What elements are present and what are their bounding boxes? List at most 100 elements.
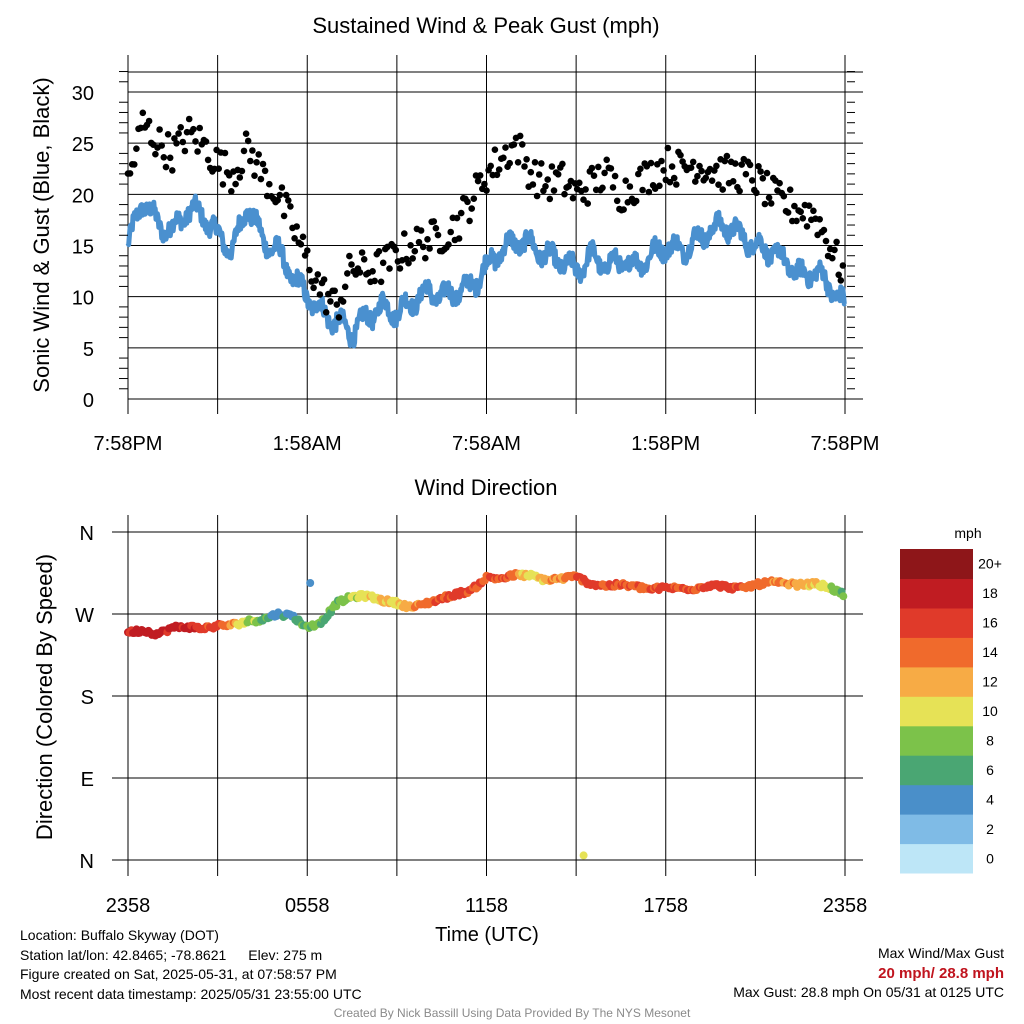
peak-gust-point (510, 141, 518, 148)
peak-gust-point (548, 163, 556, 170)
peak-gust-point (584, 200, 591, 207)
peak-gust-point (590, 172, 598, 179)
peak-gust-point (664, 144, 672, 152)
legend-label: 16 (982, 615, 998, 631)
peak-gust-point (805, 202, 813, 209)
peak-gust-point (173, 140, 180, 147)
peak-gust-point (791, 202, 798, 210)
peak-gust-point (603, 156, 610, 164)
legend-swatch (900, 666, 973, 697)
peak-gust-point (341, 283, 349, 291)
peak-gust-point (259, 160, 267, 168)
peak-gust-point (312, 277, 320, 284)
legend-swatch (900, 578, 973, 609)
peak-gust-point (392, 246, 400, 254)
peak-gust-point (639, 186, 646, 194)
peak-gust-point (611, 172, 619, 180)
peak-gust-point (356, 269, 364, 276)
peak-gust-point (713, 162, 720, 170)
peak-gust-point (561, 190, 568, 198)
max-gust-text: Max Gust: 28.8 mph On 05/31 at 0125 UTC (733, 984, 1004, 1000)
peak-gust-point (599, 184, 606, 192)
bottom-chart-xlabel: Time (UTC) (435, 924, 539, 946)
peak-gust-point (829, 254, 836, 262)
peak-gust-point (761, 200, 769, 208)
legend-label: 0 (986, 850, 994, 866)
max-summary: Max Wind/Max Gust 20 mph/ 28.8 mph Max G… (733, 944, 1004, 1003)
peak-gust-point (580, 196, 587, 203)
peak-gust-point (344, 270, 351, 277)
peak-gust-point (837, 277, 845, 284)
top-ytick-label: 0 (83, 390, 94, 412)
sustained-wind-series (125, 193, 847, 349)
peak-gust-point (426, 245, 433, 252)
peak-gust-point (236, 174, 244, 181)
peak-gust-point (322, 309, 330, 316)
peak-gust-point (755, 163, 762, 170)
peak-gust-point (249, 147, 256, 154)
peak-gust-point (424, 236, 431, 243)
peak-gust-point (304, 247, 311, 254)
peak-gust-point (656, 182, 663, 190)
peak-gust-point (588, 164, 596, 172)
legend-swatch (900, 607, 973, 638)
peak-gust-point (780, 192, 788, 200)
peak-gust-point (401, 230, 408, 237)
peak-gust-point (531, 159, 539, 166)
peak-gust-point (181, 147, 189, 155)
top-ytick-label: 20 (72, 185, 94, 207)
bottom-ytick-label: W (75, 605, 94, 627)
max-values: 20 mph/ 28.8 mph (878, 964, 1004, 982)
wind-direction-series (124, 569, 848, 860)
peak-gust-point (257, 175, 265, 183)
peak-gust-point (742, 170, 750, 178)
bottom-xtick-label: 1158 (465, 895, 508, 917)
peak-gust-point (502, 144, 509, 151)
peak-gust-point (565, 183, 572, 190)
peak-gust-point (622, 177, 629, 184)
peak-gust-point (784, 209, 792, 216)
peak-gust-point (152, 150, 159, 158)
latlon-text: Station lat/lon: 42.8465; -78.8621 (20, 946, 227, 963)
peak-gust-point (386, 265, 393, 272)
legend-label: 2 (986, 821, 994, 837)
elevation-text: Elev: 275 m (248, 946, 323, 963)
peak-gust-point (202, 138, 210, 145)
peak-gust-point (476, 172, 484, 179)
peak-gust-point (261, 167, 269, 175)
peak-gust-point (346, 252, 353, 260)
peak-gust-point (803, 223, 811, 230)
peak-gust-point (177, 124, 184, 131)
peak-gust-point (156, 126, 163, 133)
peak-gust-point (360, 255, 368, 263)
peak-gust-point (287, 203, 294, 210)
peak-gust-point (483, 187, 490, 194)
credit-text: Created By Nick Bassill Using Data Provi… (333, 1006, 691, 1020)
peak-gust-point (221, 149, 229, 157)
peak-gust-point (666, 178, 674, 186)
peak-gust-point (595, 163, 602, 171)
peak-gust-point (276, 191, 284, 199)
peak-gust-point (415, 238, 423, 246)
peak-gust-point (607, 165, 615, 172)
peak-gust-point (835, 271, 842, 279)
peak-gust-point (793, 217, 800, 225)
top-chart-grid: 0 5 10 15 20 25 30 7:58PM 1:58AM 7:58AM 1:58PM 7:58… (72, 55, 880, 455)
peak-gust-point (455, 235, 463, 242)
peak-gust-point (131, 161, 138, 168)
peak-gust-point (215, 165, 222, 172)
peak-gust-point (732, 160, 739, 167)
peak-gust-point (759, 175, 767, 182)
top-ytick-label: 25 (72, 134, 94, 156)
peak-gust-point (765, 194, 773, 201)
peak-gust-point (175, 130, 182, 137)
peak-gust-point (409, 255, 417, 262)
top-xtick-label: 7:58PM (811, 433, 880, 455)
top-xtick-label: 7:58PM (94, 433, 163, 455)
legend-swatch (900, 843, 973, 874)
bottom-ytick-label: N (80, 523, 94, 545)
peak-gust-point (333, 301, 341, 308)
peak-gust-point (554, 171, 562, 178)
peak-gust-point (677, 151, 684, 159)
peak-gust-point (204, 156, 212, 164)
